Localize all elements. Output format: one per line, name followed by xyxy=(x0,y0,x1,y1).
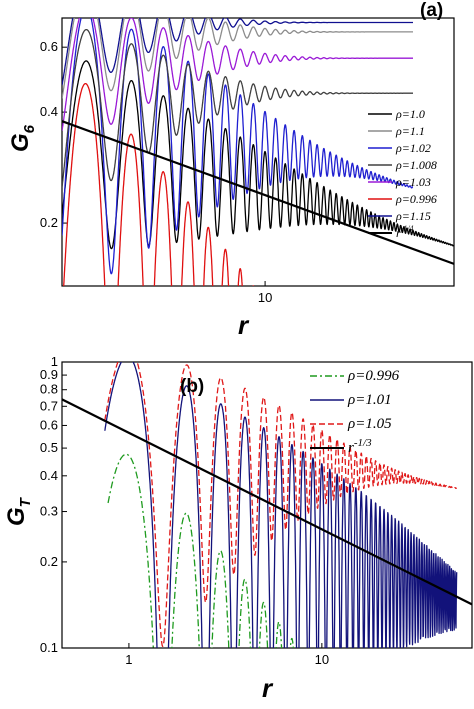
legend-label: ρ=1.05 xyxy=(347,416,392,432)
y-tick-label: 0.6 xyxy=(40,417,58,432)
legend-b: ρ=0.996 ρ=1.01 ρ=1.05 r-1/3 xyxy=(310,368,400,456)
x-tick-label: 1 xyxy=(125,652,132,667)
y-tick-label: 0.4 xyxy=(40,468,58,483)
y-tick-label: 0.9 xyxy=(40,367,58,382)
x-tick-label: 10 xyxy=(315,652,329,667)
y-tick-label: 0.7 xyxy=(40,398,58,413)
legend-label: r-1/3 xyxy=(348,437,372,456)
panel-b: 0.10.20.30.40.50.60.70.80.911 10 (b) r GT… xyxy=(3,354,473,703)
series-group-a xyxy=(62,18,454,286)
series-line-1-1 xyxy=(62,18,414,99)
panel-a: 0.20.40.610 (a) r G6 ρ=1.0ρ=1.1ρ=1.02ρ=1… xyxy=(7,0,455,340)
y-tick-label: 0.4 xyxy=(40,104,58,119)
tick-group-a: 0.2 0.4 0.6 10 xyxy=(40,39,272,305)
y-tick-label: 0.8 xyxy=(40,382,58,397)
series-line-1-15 xyxy=(62,18,414,86)
y-tick-label: 0.2 xyxy=(40,554,58,569)
legend-label: ρ=1.008 xyxy=(395,158,437,172)
legend-label: ρ=1.1 xyxy=(395,124,425,138)
y-tick-label: 0.5 xyxy=(40,440,58,455)
x-tick-label: 10 xyxy=(258,290,272,305)
legend-label: ρ=0.996 xyxy=(347,368,400,384)
panel-label-b: (b) xyxy=(180,376,204,397)
legend-label: r-1/4 xyxy=(396,224,414,240)
tick-group-b: 0.10.20.30.40.50.60.70.80.911 10 xyxy=(40,354,329,667)
x-axis-label-b: r xyxy=(262,673,274,703)
series-line-1-008 xyxy=(62,28,414,188)
series-line-1-02 xyxy=(62,18,414,275)
legend-label: ρ=0.996 xyxy=(395,192,437,206)
series-line-r-1-4 xyxy=(62,120,454,265)
series-line-1-01 xyxy=(104,362,458,648)
legend-label: ρ=1.02 xyxy=(395,141,431,155)
series-group-b xyxy=(62,362,472,648)
y-tick-label: 0.6 xyxy=(40,39,58,54)
panel-label-a: (a) xyxy=(420,0,443,21)
legend-a: ρ=1.0 ρ=1.1 ρ=1.02 ρ=1.008 ρ=1.03 ρ=0.996 ρ=1.… xyxy=(368,107,437,240)
plot-frame-a xyxy=(61,17,455,287)
y-tick-label: 0.3 xyxy=(40,504,58,519)
series-line-1-03 xyxy=(62,18,414,131)
series-line-0-996 xyxy=(107,453,294,648)
y-axis-label-a: G6 xyxy=(7,124,38,152)
y-axis-label-b: GT xyxy=(3,496,34,526)
x-axis-label-a: r xyxy=(238,310,250,340)
legend-label: ρ=1.15 xyxy=(395,209,431,223)
series-line-r-1-3 xyxy=(62,398,472,606)
series-line-1-0 xyxy=(62,60,454,250)
y-tick-label: 0.1 xyxy=(40,640,58,655)
legend-label: ρ=1.03 xyxy=(395,175,431,189)
plot-frame-b xyxy=(61,361,473,649)
legend-label: ρ=1.01 xyxy=(347,392,392,408)
series-line-1-05 xyxy=(104,362,458,648)
y-tick-label: 0.2 xyxy=(40,215,58,230)
y-tick-label: 1 xyxy=(51,354,58,369)
series-line-0-996 xyxy=(63,82,255,286)
legend-label: ρ=1.0 xyxy=(395,107,425,121)
